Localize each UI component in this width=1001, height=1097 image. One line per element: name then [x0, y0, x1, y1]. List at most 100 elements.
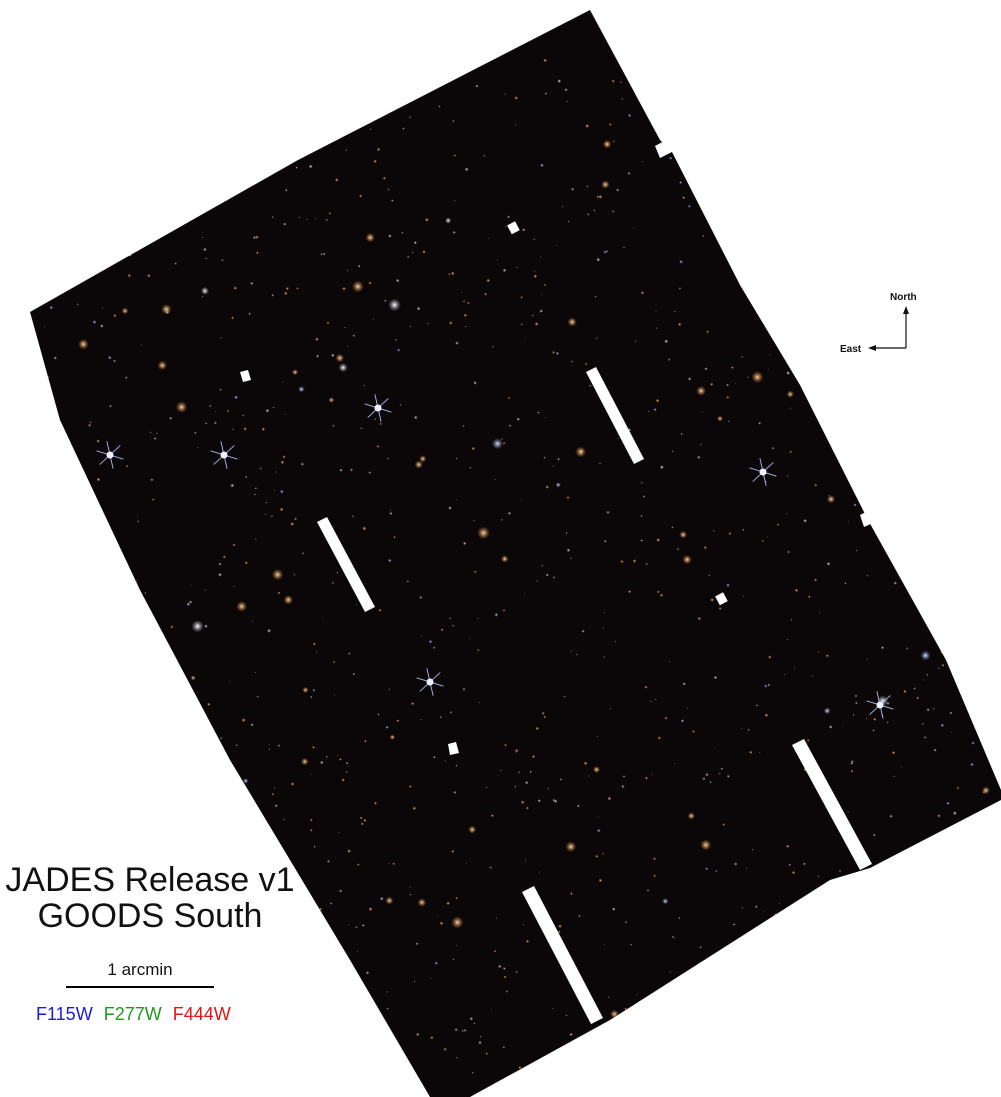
galaxy-speck — [804, 1029, 807, 1032]
galaxy-speck — [359, 816, 363, 820]
galaxy-speck — [44, 555, 49, 559]
galaxy-speck — [312, 642, 316, 646]
detector-gaps — [240, 139, 875, 1024]
galaxy-speck — [254, 538, 257, 540]
galaxy-speck — [824, 196, 827, 199]
galaxy-speck — [282, 109, 285, 111]
galaxy-speck — [153, 437, 157, 440]
galaxy-speck — [320, 253, 323, 256]
galaxy-speck — [677, 98, 681, 102]
galaxy-speck — [186, 602, 191, 607]
galaxy-speck — [401, 59, 404, 62]
galaxy-speck — [620, 81, 623, 84]
galaxy-speck — [732, 1033, 744, 1045]
galaxy-speck — [388, 298, 401, 312]
galaxy-speck — [55, 174, 59, 177]
galaxy-speck — [736, 946, 738, 949]
galaxy-speck — [440, 27, 442, 30]
galaxy-speck — [74, 735, 77, 738]
galaxy-speck — [113, 133, 117, 136]
galaxy-speck — [645, 776, 648, 780]
galaxy-speck — [392, 862, 396, 866]
galaxy-speck — [686, 171, 690, 175]
galaxy-speck — [907, 522, 911, 527]
galaxy-speck — [283, 222, 287, 226]
galaxy-speck — [218, 562, 222, 566]
galaxy-speck — [328, 397, 335, 403]
filter-label-f444w: F444W — [172, 1004, 231, 1024]
galaxy-speck — [825, 428, 828, 431]
galaxy-speck — [235, 744, 238, 747]
galaxy-speck — [450, 271, 455, 276]
galaxy-speck — [239, 984, 241, 986]
galaxy-speck — [831, 1078, 835, 1082]
galaxy-speck — [271, 293, 275, 297]
galaxy-speck — [823, 707, 831, 715]
galaxy-speck — [536, 20, 539, 23]
galaxy-speck — [35, 783, 40, 788]
galaxy-speck — [747, 728, 750, 731]
galaxy-speck — [864, 207, 868, 211]
galaxy-speck — [170, 178, 173, 181]
galaxy-speck — [121, 307, 129, 315]
galaxy-speck — [102, 307, 104, 309]
galaxy-speck — [411, 13, 414, 17]
galaxy-speck — [849, 132, 854, 137]
galaxy-speck — [76, 303, 79, 306]
galaxy-speck — [655, 398, 660, 403]
galaxy-speck — [385, 20, 387, 22]
galaxy-speck — [662, 92, 666, 96]
galaxy-speck — [954, 387, 957, 390]
galaxy-speck — [881, 646, 885, 650]
galaxy-speck — [699, 443, 702, 446]
galaxy-speck — [57, 573, 60, 576]
galaxy-speck — [211, 1058, 216, 1062]
galaxy-speck — [989, 492, 992, 494]
galaxy-speck — [981, 700, 984, 704]
galaxy-speck — [308, 164, 313, 169]
galaxy-speck — [545, 485, 549, 489]
galaxy-speck — [250, 723, 254, 727]
galaxy-speck — [839, 107, 846, 113]
galaxy-speck — [53, 241, 57, 245]
galaxy-speck — [544, 92, 548, 95]
galaxy-speck — [359, 194, 363, 198]
galaxy-speck — [640, 481, 644, 484]
galaxy-speck — [70, 1085, 75, 1090]
galaxy-speck — [412, 806, 417, 811]
galaxy-speck — [865, 53, 872, 60]
galaxy-speck — [957, 1005, 961, 1009]
galaxy-speck — [174, 262, 177, 265]
galaxy-speck — [964, 431, 969, 435]
galaxy-speck — [331, 581, 335, 585]
galaxy-speck — [334, 178, 339, 182]
galaxy-speck — [948, 124, 951, 127]
galaxy-speck — [522, 923, 524, 926]
galaxy-speck — [718, 772, 721, 775]
galaxy-speck — [753, 1058, 757, 1063]
galaxy-speck — [37, 690, 41, 694]
galaxy-speck — [817, 651, 820, 653]
galaxy-speck — [671, 935, 675, 939]
galaxy-speck — [262, 48, 266, 51]
galaxy-speck — [78, 338, 89, 350]
compass-east-label: East — [840, 344, 862, 355]
galaxy-speck — [975, 314, 978, 317]
galaxy-speck — [909, 903, 912, 906]
galaxy-speck — [500, 555, 509, 563]
galaxy-speck — [602, 139, 612, 149]
galaxy-speck — [70, 1039, 73, 1042]
galaxy-speck — [169, 828, 171, 831]
galaxy-speck — [39, 255, 42, 258]
galaxy-speck — [901, 872, 905, 877]
galaxy-speck — [584, 362, 588, 366]
galaxy-speck — [882, 922, 886, 926]
galaxy-speck — [99, 944, 104, 948]
galaxy-speck — [971, 741, 975, 745]
galaxy-speck — [258, 171, 263, 175]
galaxy-speck — [674, 106, 679, 110]
galaxy-speck — [969, 1049, 972, 1052]
galaxy-speck — [128, 253, 132, 257]
galaxy-speck — [706, 330, 709, 334]
galaxy-speck — [863, 163, 866, 166]
